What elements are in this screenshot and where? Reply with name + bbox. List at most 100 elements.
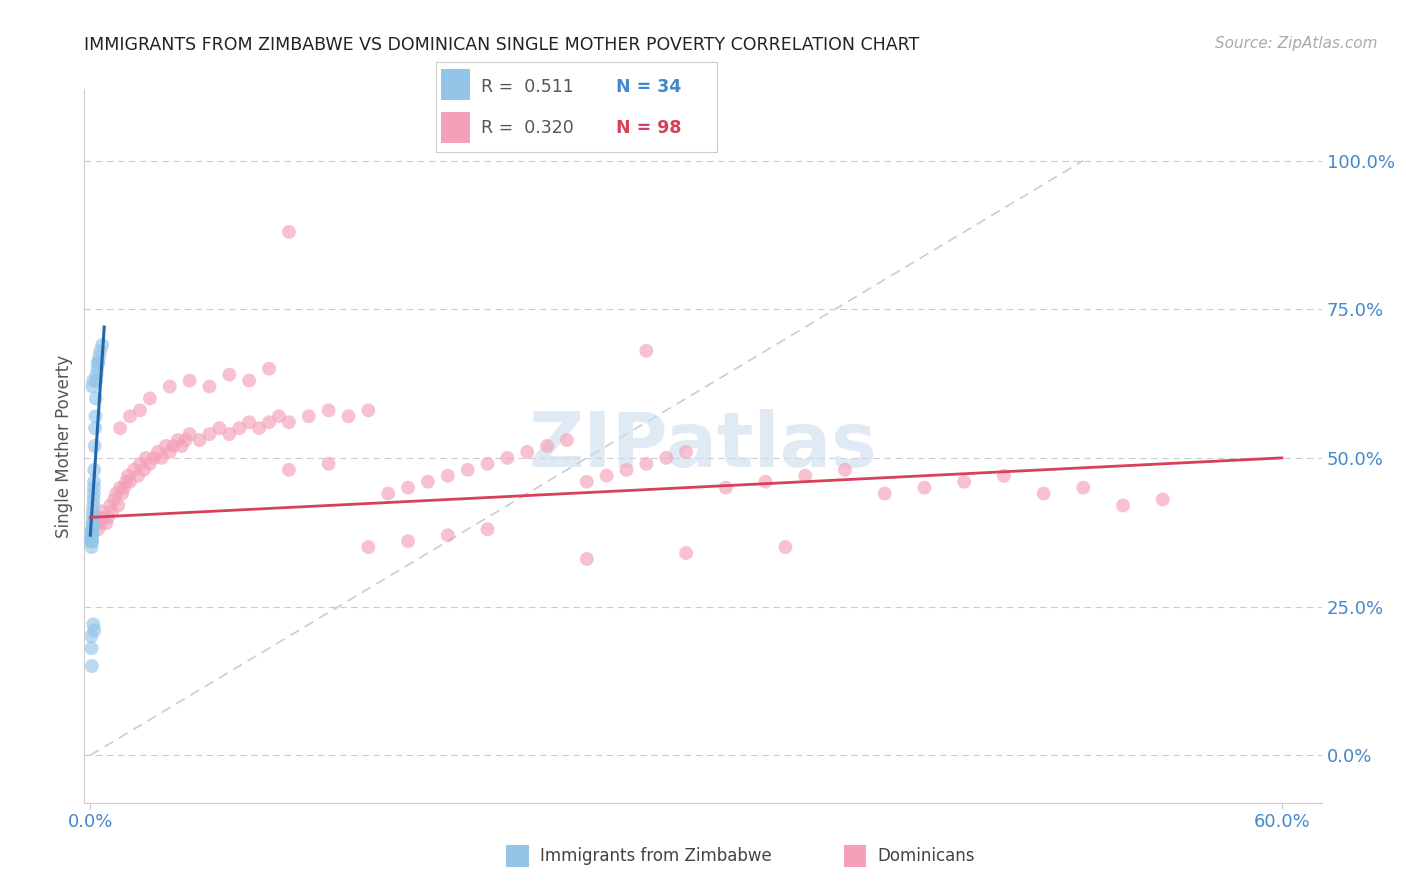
Point xyxy=(166,433,188,447)
Point xyxy=(82,374,104,388)
Point xyxy=(357,403,380,417)
Point xyxy=(82,516,104,531)
Point xyxy=(83,624,105,638)
Point xyxy=(953,475,976,489)
Point xyxy=(198,379,221,393)
Point xyxy=(416,475,439,489)
Point xyxy=(87,522,110,536)
Text: N = 34: N = 34 xyxy=(616,78,681,95)
Point xyxy=(89,343,111,358)
Point xyxy=(794,468,817,483)
Point xyxy=(714,481,737,495)
Point xyxy=(555,433,578,447)
Point xyxy=(118,475,141,489)
Point xyxy=(457,463,479,477)
Y-axis label: Single Mother Poverty: Single Mother Poverty xyxy=(55,354,73,538)
Point xyxy=(84,510,107,524)
Point xyxy=(179,427,201,442)
Point xyxy=(1071,481,1094,495)
Point xyxy=(84,421,107,435)
Point xyxy=(754,475,776,489)
Point xyxy=(122,463,145,477)
Point xyxy=(516,445,538,459)
Point xyxy=(170,439,193,453)
Point xyxy=(337,409,360,424)
Point xyxy=(396,534,419,549)
Point xyxy=(118,409,141,424)
Point xyxy=(277,463,299,477)
Text: Source: ZipAtlas.com: Source: ZipAtlas.com xyxy=(1215,36,1378,51)
Point xyxy=(436,528,458,542)
Point xyxy=(595,468,617,483)
Point xyxy=(655,450,678,465)
Point xyxy=(238,415,260,429)
Point xyxy=(80,534,103,549)
Point xyxy=(83,463,105,477)
Point xyxy=(86,368,108,382)
Point xyxy=(208,421,231,435)
Point xyxy=(80,534,103,549)
Point xyxy=(97,510,120,524)
Point xyxy=(82,492,104,507)
Point xyxy=(83,475,105,489)
Bar xyxy=(441,69,470,100)
Point xyxy=(80,528,103,542)
Point xyxy=(139,392,162,406)
Point xyxy=(155,439,177,453)
Point xyxy=(142,450,165,465)
Point xyxy=(82,522,104,536)
Point xyxy=(247,421,270,435)
Text: R =  0.320: R = 0.320 xyxy=(481,119,574,136)
Point xyxy=(198,427,221,442)
Point xyxy=(83,481,105,495)
Point xyxy=(873,486,896,500)
Point xyxy=(396,481,419,495)
Point xyxy=(111,486,134,500)
Point xyxy=(82,499,104,513)
Point xyxy=(139,457,162,471)
Point xyxy=(117,468,139,483)
Text: N = 98: N = 98 xyxy=(616,119,682,136)
Point xyxy=(83,439,105,453)
Point xyxy=(357,540,380,554)
Point xyxy=(636,343,658,358)
Text: IMMIGRANTS FROM ZIMBABWE VS DOMINICAN SINGLE MOTHER POVERTY CORRELATION CHART: IMMIGRANTS FROM ZIMBABWE VS DOMINICAN SI… xyxy=(84,36,920,54)
Point xyxy=(84,409,107,424)
Point xyxy=(146,445,169,459)
Point xyxy=(159,445,181,459)
Point xyxy=(188,433,211,447)
Point xyxy=(82,510,104,524)
Point xyxy=(277,415,299,429)
Point xyxy=(1032,486,1054,500)
Point xyxy=(575,552,598,566)
Point xyxy=(179,374,201,388)
Point xyxy=(84,392,107,406)
Point xyxy=(80,528,103,542)
Bar xyxy=(844,845,866,867)
Point xyxy=(112,481,135,495)
Point xyxy=(108,481,131,495)
Point xyxy=(218,368,240,382)
Point xyxy=(82,516,104,531)
Point xyxy=(127,468,149,483)
Point xyxy=(1112,499,1135,513)
Point xyxy=(82,617,104,632)
Point xyxy=(775,540,797,554)
Point xyxy=(135,450,157,465)
Point xyxy=(150,450,173,465)
Point xyxy=(477,457,499,471)
Point xyxy=(80,528,103,542)
Point xyxy=(912,481,935,495)
Point xyxy=(298,409,321,424)
Point xyxy=(105,486,128,500)
Point xyxy=(575,475,598,489)
Point xyxy=(82,379,104,393)
Point xyxy=(163,439,186,453)
Point xyxy=(108,421,131,435)
Point xyxy=(1152,492,1174,507)
Text: ZIPatlas: ZIPatlas xyxy=(529,409,877,483)
Point xyxy=(80,641,103,656)
Point xyxy=(993,468,1015,483)
Point xyxy=(80,629,103,643)
Point xyxy=(174,433,197,447)
